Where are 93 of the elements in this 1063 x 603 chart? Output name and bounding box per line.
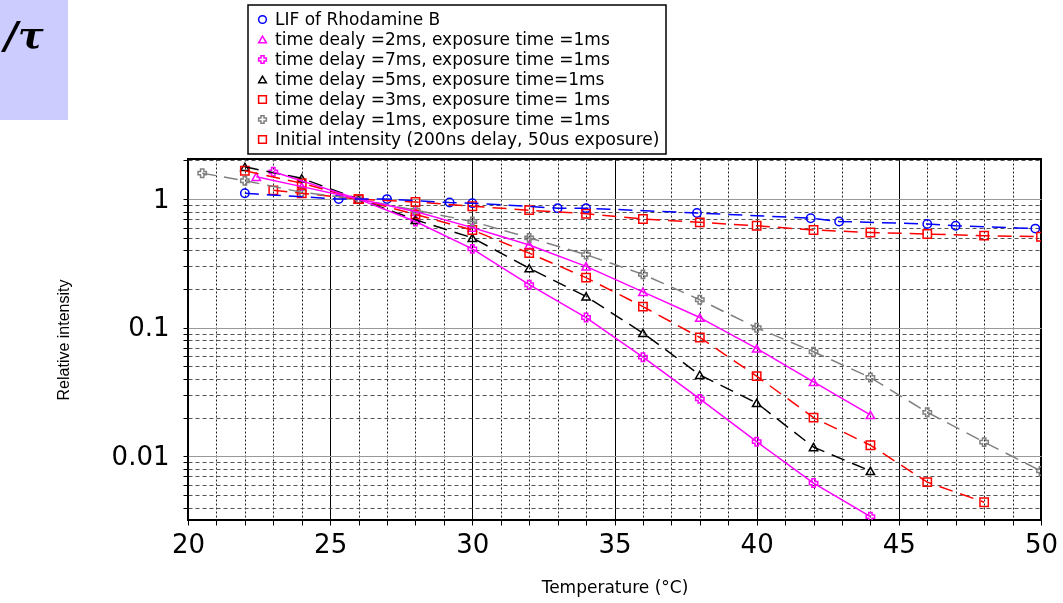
point (692, 208, 702, 218)
point (524, 248, 535, 259)
point (581, 261, 591, 271)
point (467, 233, 478, 243)
point (581, 292, 591, 301)
point (197, 168, 208, 179)
point (751, 436, 762, 447)
point (268, 166, 279, 177)
point (333, 194, 344, 205)
legend-label: LIF of Rhodamine B (275, 8, 441, 29)
point (751, 322, 762, 333)
x-tick-label: 25 (314, 528, 348, 559)
point (239, 165, 250, 176)
point (808, 346, 819, 357)
point (239, 175, 250, 186)
point (638, 352, 648, 363)
x-tick-label: 50 (1024, 528, 1059, 559)
point (239, 188, 250, 199)
point (552, 203, 563, 214)
point (979, 437, 990, 448)
point (524, 232, 535, 243)
point (382, 194, 392, 205)
point (694, 217, 705, 228)
x-tick-label: 35 (598, 528, 632, 559)
point (808, 225, 819, 235)
point (581, 312, 591, 323)
y-tick-label: 0.01 (111, 440, 170, 471)
y-tick-label: 0.1 (128, 312, 170, 343)
point (751, 398, 762, 408)
y-tick-label: 1 (152, 183, 170, 214)
point (638, 328, 648, 338)
point (922, 477, 933, 488)
point (751, 220, 762, 231)
x-tick-label: 40 (740, 528, 774, 559)
point (950, 220, 961, 231)
point (805, 213, 816, 224)
point (865, 466, 876, 476)
point (865, 410, 876, 420)
point (694, 332, 705, 343)
point (808, 412, 819, 423)
point (638, 287, 648, 297)
point (581, 203, 591, 214)
point (751, 371, 762, 382)
point (979, 497, 990, 508)
x-tick-label: 45 (882, 528, 916, 559)
legend-label: time delay =7ms, exposure time =1ms (275, 48, 610, 69)
point (834, 216, 845, 227)
legend-label: time dealy =2ms, exposure time =1ms (275, 28, 610, 49)
legend-label: time delay =5ms, exposure time=1ms (275, 68, 605, 89)
text: /τ (0, 0, 68, 120)
point (467, 243, 478, 254)
point (922, 229, 933, 239)
point (524, 240, 535, 250)
x-tick-label: 20 (171, 528, 206, 559)
point (865, 227, 876, 238)
point (581, 249, 591, 260)
point (251, 172, 262, 182)
point (581, 208, 591, 219)
point (467, 216, 478, 227)
point (444, 197, 455, 208)
point (296, 173, 307, 183)
point (410, 197, 421, 207)
point (638, 301, 648, 312)
point (694, 313, 705, 322)
point (638, 214, 648, 224)
point (922, 407, 933, 418)
point (979, 230, 990, 241)
point (524, 205, 535, 216)
point (524, 279, 535, 290)
point (751, 344, 762, 353)
point (808, 442, 819, 452)
point (239, 162, 250, 172)
point (1030, 223, 1041, 234)
x-tick-label: 30 (456, 528, 490, 559)
legend-label: time delay =3ms, exposure time= 1ms (275, 88, 610, 109)
point (581, 272, 591, 283)
legend-label: time delay =1ms, exposure time =1ms (275, 108, 610, 129)
point (865, 372, 876, 383)
y-axis-title: Relative intensity (54, 279, 72, 401)
point (808, 478, 819, 488)
point (638, 269, 648, 280)
point (865, 511, 876, 520)
point (694, 393, 705, 404)
point (694, 370, 705, 380)
legend-label: Initial intensity (200ns delay, 50us exposure) (275, 128, 660, 149)
point (268, 185, 279, 196)
point (410, 209, 421, 220)
x-axis-title: Temperature (°C) (540, 576, 689, 597)
point (865, 440, 876, 451)
point (808, 377, 819, 387)
point (922, 219, 933, 229)
point (524, 263, 535, 273)
point (694, 294, 705, 305)
